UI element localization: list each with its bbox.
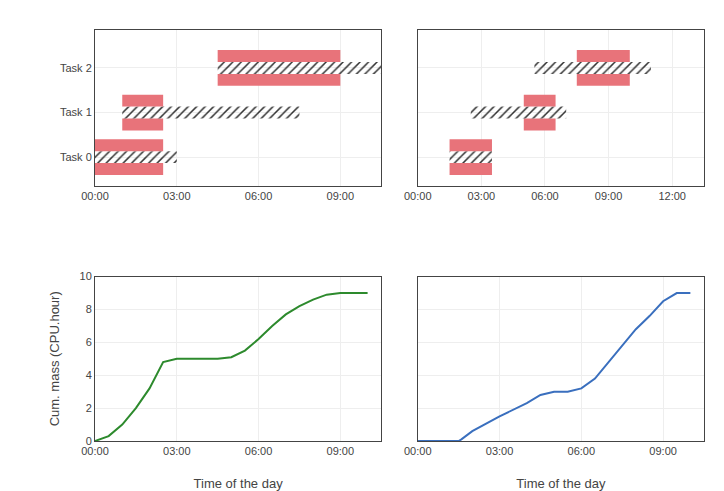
svg-text:2: 2 bbox=[86, 402, 92, 414]
svg-text:00:00: 00:00 bbox=[404, 445, 432, 457]
svg-text:09:00: 09:00 bbox=[595, 190, 623, 202]
svg-text:8: 8 bbox=[86, 303, 92, 315]
svg-text:03:00: 03:00 bbox=[163, 190, 191, 202]
svg-text:Task 1: Task 1 bbox=[60, 106, 92, 118]
svg-text:09:00: 09:00 bbox=[327, 190, 355, 202]
svg-text:Task 2: Task 2 bbox=[60, 62, 92, 74]
svg-text:00:00: 00:00 bbox=[404, 190, 432, 202]
svg-text:06:00: 06:00 bbox=[568, 445, 596, 457]
svg-text:06:00: 06:00 bbox=[245, 445, 273, 457]
svg-text:09:00: 09:00 bbox=[649, 445, 677, 457]
svg-text:Task 0: Task 0 bbox=[60, 151, 92, 163]
svg-text:00:00: 00:00 bbox=[81, 190, 109, 202]
svg-text:03:00: 03:00 bbox=[468, 190, 496, 202]
svg-text:06:00: 06:00 bbox=[245, 190, 273, 202]
svg-text:06:00: 06:00 bbox=[531, 190, 559, 202]
svg-text:4: 4 bbox=[86, 369, 92, 381]
svg-text:0: 0 bbox=[86, 435, 92, 447]
svg-text:09:00: 09:00 bbox=[327, 445, 355, 457]
svg-text:Time of the day: Time of the day bbox=[194, 476, 284, 491]
svg-text:03:00: 03:00 bbox=[163, 445, 191, 457]
svg-text:Time of the day: Time of the day bbox=[516, 476, 606, 491]
svg-text:6: 6 bbox=[86, 336, 92, 348]
svg-text:Cum. mass (CPU.hour): Cum. mass (CPU.hour) bbox=[47, 291, 62, 426]
svg-text:03:00: 03:00 bbox=[486, 445, 514, 457]
svg-text:00:00: 00:00 bbox=[81, 445, 109, 457]
svg-text:12:00: 12:00 bbox=[658, 190, 686, 202]
svg-text:10: 10 bbox=[80, 270, 92, 282]
